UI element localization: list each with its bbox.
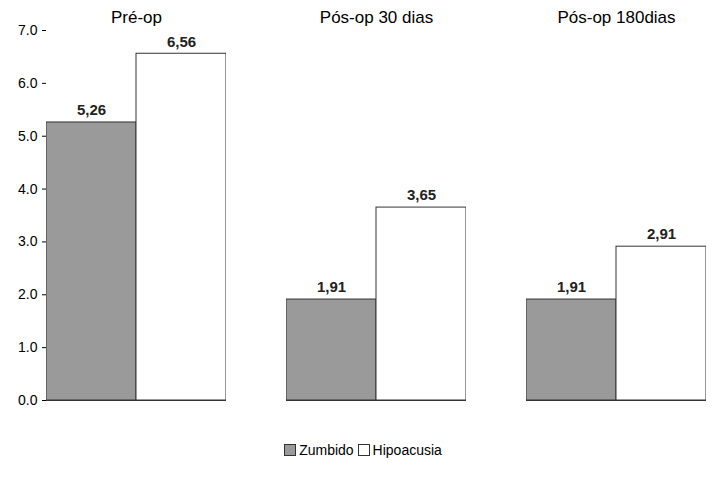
svg-text:6.0: 6.0 — [18, 75, 38, 91]
svg-text:0.0: 0.0 — [18, 392, 38, 408]
svg-text:5.0: 5.0 — [18, 128, 38, 144]
svg-text:Pós-op 180dias: Pós-op 180dias — [557, 8, 675, 27]
svg-text:1.0: 1.0 — [18, 339, 38, 355]
svg-text:2,91: 2,91 — [647, 225, 676, 242]
svg-text:6,56: 6,56 — [167, 33, 196, 50]
svg-text:1,91: 1,91 — [317, 278, 346, 295]
svg-text:Pós-op 30 dias: Pós-op 30 dias — [320, 8, 433, 27]
svg-text:7.0: 7.0 — [18, 22, 38, 38]
svg-text:3,65: 3,65 — [407, 186, 436, 203]
svg-text:1,91: 1,91 — [557, 278, 586, 295]
html-text:Hipoacusia: Hipoacusia — [372, 442, 442, 458]
svg-text:4.0: 4.0 — [18, 181, 38, 197]
svg-text:5,26: 5,26 — [77, 101, 106, 118]
svg-text:2.0: 2.0 — [18, 286, 38, 302]
svg-text:Pré-op: Pré-op — [111, 8, 162, 27]
html-text:Zumbido: Zumbido — [299, 442, 354, 458]
svg-text:3.0: 3.0 — [18, 233, 38, 249]
